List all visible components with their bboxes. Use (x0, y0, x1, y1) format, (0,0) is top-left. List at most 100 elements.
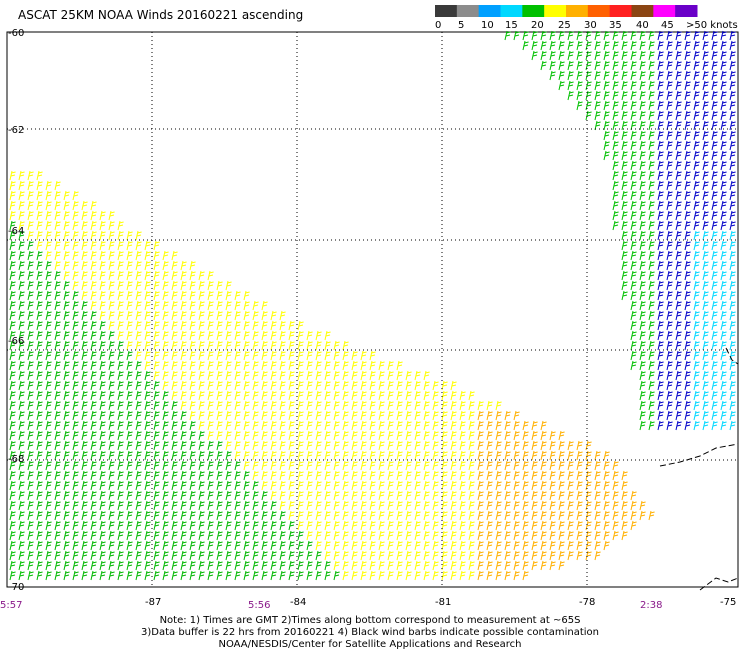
wind-barb (423, 520, 430, 531)
wind-barb (54, 210, 61, 221)
wind-barb (63, 530, 70, 541)
wind-barb (90, 560, 97, 571)
wind-barb (423, 470, 430, 481)
wind-barb (144, 450, 151, 461)
wind-barb (279, 320, 286, 331)
wind-barb (675, 280, 682, 291)
wind-barb (612, 480, 619, 491)
wind-barb (81, 560, 88, 571)
wind-barb (180, 370, 187, 381)
wind-barb (207, 560, 214, 571)
wind-barb (108, 270, 115, 281)
wind-barb (603, 130, 610, 141)
wind-barb (630, 340, 637, 351)
wind-barb (369, 540, 376, 551)
wind-barb (486, 510, 493, 521)
wind-barb (567, 30, 574, 41)
wind-barb (459, 480, 466, 491)
wind-barb (45, 300, 52, 311)
wind-barb (414, 510, 421, 521)
wind-barb (594, 530, 601, 541)
wind-barb (243, 390, 250, 401)
wind-barb (135, 480, 142, 491)
wind-barb (630, 180, 637, 191)
wind-barb (684, 100, 691, 111)
wind-barb (36, 410, 43, 421)
wind-barb (630, 230, 637, 241)
wind-barb (333, 520, 340, 531)
wind-barb (414, 570, 421, 581)
wind-barb (18, 270, 25, 281)
wind-barb (693, 130, 700, 141)
wind-barb (657, 210, 664, 221)
wind-barb (675, 150, 682, 161)
wind-barb (720, 150, 727, 161)
wind-barb (63, 570, 70, 581)
wind-barb (207, 360, 214, 371)
wind-barb (441, 440, 448, 451)
wind-barb (279, 500, 286, 511)
wind-barb (270, 340, 277, 351)
wind-barb (324, 530, 331, 541)
wind-barb (342, 550, 349, 561)
wind-barb (603, 30, 610, 41)
wind-barb (594, 70, 601, 81)
wind-barb (18, 310, 25, 321)
wind-barb (9, 570, 16, 581)
wind-barb (234, 530, 241, 541)
wind-barb (297, 550, 304, 561)
wind-barb (675, 320, 682, 331)
wind-barb (72, 560, 79, 571)
wind-barb (378, 550, 385, 561)
wind-barb (126, 360, 133, 371)
wind-barb (630, 310, 637, 321)
wind-barb (126, 480, 133, 491)
wind-barb (342, 540, 349, 551)
wind-barb (567, 520, 574, 531)
wind-barb (135, 340, 142, 351)
wind-barb (99, 320, 106, 331)
wind-barb (684, 210, 691, 221)
wind-barb (72, 520, 79, 531)
wind-barb (414, 470, 421, 481)
wind-barb (117, 540, 124, 551)
wind-barb (225, 510, 232, 521)
wind-barb (36, 400, 43, 411)
wind-barb (684, 150, 691, 161)
wind-barb (234, 320, 241, 331)
wind-barb (369, 470, 376, 481)
wind-barb (252, 480, 259, 491)
wind-barb (387, 440, 394, 451)
wind-barb (711, 40, 718, 51)
wind-barb (270, 470, 277, 481)
wind-barb (621, 250, 628, 261)
wind-barb (657, 360, 664, 371)
wind-barb (9, 200, 16, 211)
wind-barb (540, 60, 547, 71)
wind-barb (693, 90, 700, 101)
wind-barb (720, 230, 727, 241)
wind-barb (54, 330, 61, 341)
wind-barb (72, 360, 79, 371)
wind-barb (702, 240, 709, 251)
wind-barb (135, 350, 142, 361)
wind-barb (729, 380, 736, 391)
wind-barb (108, 570, 115, 581)
wind-barb (108, 470, 115, 481)
wind-barb (558, 520, 565, 531)
wind-barb (63, 350, 70, 361)
wind-barb (261, 370, 268, 381)
wind-barb (261, 360, 268, 371)
wind-barb (549, 450, 556, 461)
wind-barb (45, 400, 52, 411)
wind-barb (351, 540, 358, 551)
wind-barb (711, 280, 718, 291)
wind-barb (513, 480, 520, 491)
wind-barb (657, 390, 664, 401)
wind-barb (306, 530, 313, 541)
wind-barb (27, 380, 34, 391)
wind-barb (639, 110, 646, 121)
wind-barb (9, 370, 16, 381)
wind-barb (693, 70, 700, 81)
wind-barb (207, 450, 214, 461)
